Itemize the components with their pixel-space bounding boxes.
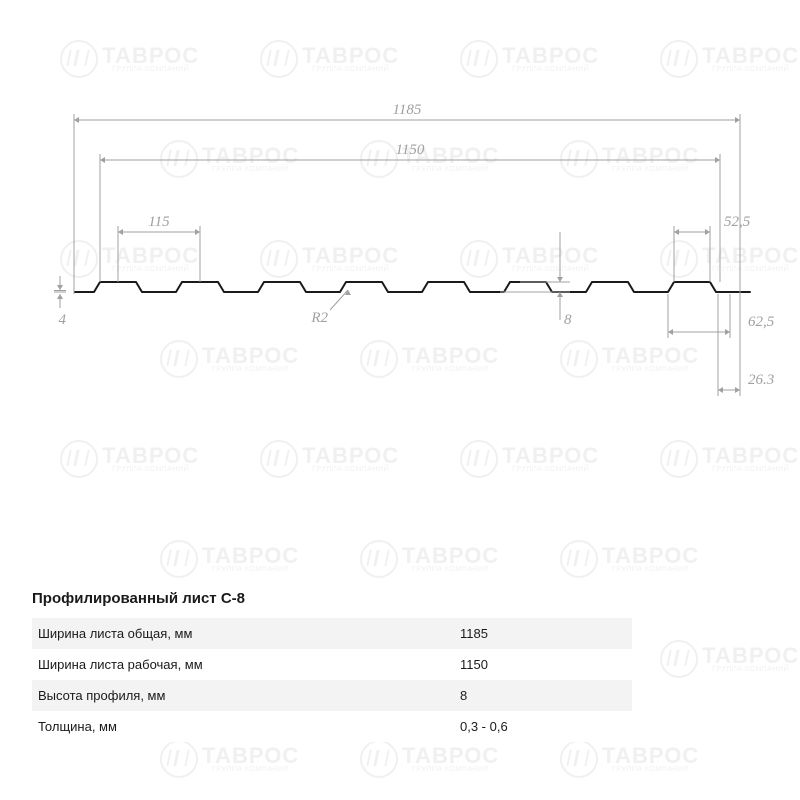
watermark-text: ТАВРОСГРУППА КОМПАНИЙ xyxy=(202,745,299,773)
watermark: ТАВРОСГРУППА КОМПАНИЙ xyxy=(360,740,499,778)
spec-label: Толщина, мм xyxy=(32,711,420,742)
watermark-logo-icon xyxy=(160,740,198,778)
svg-text:8: 8 xyxy=(564,312,572,328)
svg-text:26.3: 26.3 xyxy=(748,372,774,388)
svg-text:115: 115 xyxy=(148,214,170,230)
spec-value: 1150 xyxy=(420,649,632,680)
spec-value: 1185 xyxy=(420,618,632,649)
watermark: ТАВРОСГРУППА КОМПАНИЙ xyxy=(160,740,299,778)
svg-text:R2: R2 xyxy=(310,310,328,326)
watermark-text: ТАВРОСГРУППА КОМПАНИЙ xyxy=(602,745,699,773)
svg-text:52,5: 52,5 xyxy=(724,214,751,230)
watermark: ТАВРОСГРУППА КОМПАНИЙ xyxy=(660,640,799,678)
svg-text:4: 4 xyxy=(59,312,67,328)
svg-text:1185: 1185 xyxy=(393,102,422,118)
spec-label: Высота профиля, мм xyxy=(32,680,420,711)
table-row: Ширина листа общая, мм1185 xyxy=(32,618,632,649)
spec-value: 8 xyxy=(420,680,632,711)
spec-value: 0,3 - 0,6 xyxy=(420,711,632,742)
spec-label: Ширина листа общая, мм xyxy=(32,618,420,649)
spec-label: Ширина листа рабочая, мм xyxy=(32,649,420,680)
watermark-text: ТАВРОСГРУППА КОМПАНИЙ xyxy=(702,645,799,673)
profile-path xyxy=(74,282,750,292)
profile-diagram: 1185 1150 115 52,5 62,5 26.3 4 8 R2 xyxy=(0,0,800,560)
watermark-text: ТАВРОСГРУППА КОМПАНИЙ xyxy=(402,745,499,773)
svg-text:62,5: 62,5 xyxy=(748,314,775,330)
svg-text:1150: 1150 xyxy=(396,142,425,158)
table-row: Высота профиля, мм8 xyxy=(32,680,632,711)
watermark-logo-icon xyxy=(360,740,398,778)
watermark: ТАВРОСГРУППА КОМПАНИЙ xyxy=(560,740,699,778)
watermark-logo-icon xyxy=(660,640,698,678)
spec-title: Профилированный лист С-8 xyxy=(32,590,245,607)
watermark-logo-icon xyxy=(560,740,598,778)
spec-table: Ширина листа общая, мм1185 Ширина листа … xyxy=(32,618,632,742)
table-row: Толщина, мм0,3 - 0,6 xyxy=(32,711,632,742)
table-row: Ширина листа рабочая, мм1150 xyxy=(32,649,632,680)
